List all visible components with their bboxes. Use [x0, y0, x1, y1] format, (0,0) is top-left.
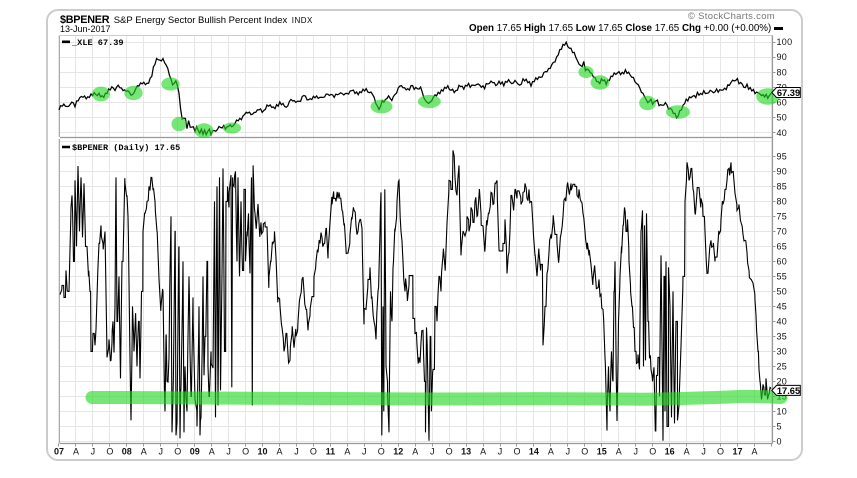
svg-text:30: 30 [777, 347, 788, 357]
svg-text:O: O [581, 447, 588, 457]
svg-text:11: 11 [326, 447, 336, 457]
svg-text:J: J [159, 447, 164, 457]
svg-text:75: 75 [777, 212, 788, 222]
svg-text:O: O [242, 447, 249, 457]
svg-text:12: 12 [393, 447, 403, 457]
svg-text:25: 25 [777, 362, 788, 372]
svg-text:70: 70 [777, 227, 788, 237]
svg-text:16: 16 [665, 447, 675, 457]
svg-text:90: 90 [777, 52, 788, 62]
svg-text:$BPENER (Daily) 17.65: $BPENER (Daily) 17.65 [72, 143, 180, 153]
svg-text:J: J [701, 447, 706, 457]
svg-text:80: 80 [777, 67, 788, 77]
svg-text:A: A [141, 447, 147, 457]
svg-text:A: A [480, 447, 486, 457]
svg-text:13: 13 [461, 447, 471, 457]
svg-text:5: 5 [777, 422, 782, 432]
svg-text:100: 100 [777, 37, 793, 47]
svg-text:A: A [276, 447, 282, 457]
svg-text:A: A [412, 447, 418, 457]
svg-text:J: J [498, 447, 503, 457]
svg-text:A: A [73, 447, 79, 457]
svg-text:95: 95 [777, 152, 788, 162]
svg-text:55: 55 [777, 272, 788, 282]
svg-text:J: J [633, 447, 638, 457]
svg-text:60: 60 [777, 98, 788, 108]
svg-text:09: 09 [190, 447, 200, 457]
svg-text:20: 20 [777, 377, 788, 387]
svg-text:J: J [362, 447, 367, 457]
svg-text:35: 35 [777, 332, 788, 342]
svg-text:17: 17 [732, 447, 742, 457]
svg-text:90: 90 [777, 167, 788, 177]
svg-text:67.39: 67.39 [777, 88, 800, 98]
svg-text:A: A [616, 447, 622, 457]
svg-text:O: O [174, 447, 181, 457]
svg-text:J: J [430, 447, 435, 457]
svg-text:J: J [226, 447, 231, 457]
svg-text:65: 65 [777, 242, 788, 252]
svg-text:A: A [209, 447, 215, 457]
svg-text:O: O [649, 447, 656, 457]
svg-text:J: J [566, 447, 571, 457]
svg-text:O: O [446, 447, 453, 457]
svg-text:J: J [294, 447, 299, 457]
svg-text:0: 0 [777, 437, 782, 447]
svg-text:O: O [106, 447, 113, 457]
svg-text:08: 08 [122, 447, 132, 457]
svg-text:40: 40 [777, 317, 788, 327]
svg-text:10: 10 [777, 407, 788, 417]
svg-text:50: 50 [777, 287, 788, 297]
svg-text:A: A [548, 447, 554, 457]
svg-text:O: O [378, 447, 385, 457]
svg-text:50: 50 [777, 113, 788, 123]
svg-text:17.65: 17.65 [777, 386, 800, 396]
svg-text:15: 15 [597, 447, 607, 457]
svg-text:85: 85 [777, 182, 788, 192]
svg-text:45: 45 [777, 302, 788, 312]
svg-text:O: O [513, 447, 520, 457]
svg-text:40: 40 [777, 128, 788, 138]
svg-text:07: 07 [54, 447, 64, 457]
svg-text:A: A [684, 447, 690, 457]
svg-text:O: O [717, 447, 724, 457]
svg-text:A: A [344, 447, 350, 457]
svg-text:14: 14 [529, 447, 539, 457]
svg-text:10: 10 [257, 447, 267, 457]
svg-text:_XLE 67.39: _XLE 67.39 [71, 38, 124, 48]
svg-text:60: 60 [777, 257, 788, 267]
svg-text:A: A [751, 447, 757, 457]
svg-text:J: J [91, 447, 96, 457]
svg-text:O: O [310, 447, 317, 457]
svg-text:80: 80 [777, 197, 788, 207]
